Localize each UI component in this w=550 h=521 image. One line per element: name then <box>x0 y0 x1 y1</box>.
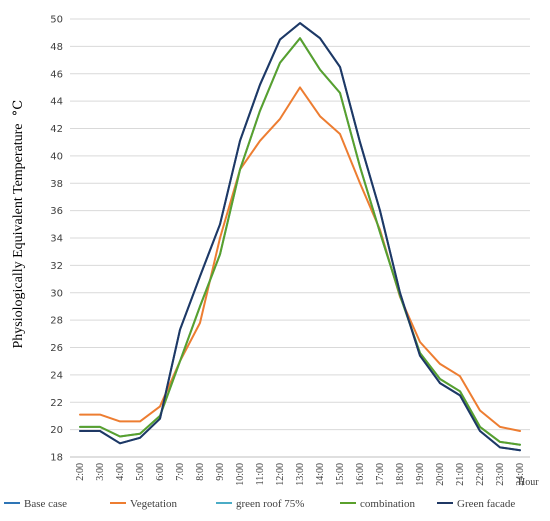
x-tick-label: 13:00 <box>295 463 306 486</box>
y-tick-label: 46 <box>50 69 63 80</box>
x-tick-label: 2:00 <box>75 463 86 481</box>
y-axis-ticks: 18 20 22 24 26 28 30 32 34 36 38 40 42 44 46 48 50 <box>50 15 63 464</box>
x-tick-label: 7:00 <box>175 463 186 481</box>
x-tick-label: 23:00 <box>495 463 506 486</box>
series-line-combination <box>79 37 521 446</box>
y-tick-label: 22 <box>50 398 63 409</box>
legend-label: Green facade <box>457 498 515 510</box>
x-tick-label: 8:00 <box>195 463 206 481</box>
y-tick-label: 18 <box>50 453 63 464</box>
x-tick-label: 5:00 <box>135 463 146 481</box>
y-tick-label: 36 <box>50 206 63 217</box>
x-tick-label: 11:00 <box>255 463 266 485</box>
x-tick-label: 16:00 <box>355 463 366 486</box>
grid-lines <box>70 18 530 458</box>
y-tick-label: 34 <box>50 234 63 245</box>
y-tick-label: 26 <box>50 343 63 354</box>
x-tick-label: 22:00 <box>475 463 486 486</box>
y-tick-label: 50 <box>50 15 63 26</box>
y-axis-title: Physiologically Equivalent Temperature <box>11 123 26 348</box>
x-axis-ticks: 2:00 3:00 4:00 5:00 6:00 7:00 8:00 9:00 10:00 11:… <box>75 463 526 486</box>
legend-label: green roof 75% <box>236 498 304 510</box>
y-axis-unit: °C <box>11 100 26 117</box>
y-tick-label: 32 <box>50 261 63 272</box>
x-tick-label: 10:00 <box>235 463 246 486</box>
y-tick-label: 30 <box>50 288 63 299</box>
x-tick-label: 19:00 <box>415 463 426 486</box>
x-tick-label: 24:00 <box>515 463 526 486</box>
x-tick-label: 4:00 <box>115 463 126 481</box>
x-tick-label: 18:00 <box>395 463 406 486</box>
x-tick-label: 15:00 <box>335 463 346 486</box>
x-tick-label: 6:00 <box>155 463 166 481</box>
x-tick-label: 9:00 <box>215 463 226 481</box>
x-tick-label: 21:00 <box>455 463 466 486</box>
legend: Base case Vegetation green roof 75% combina… <box>4 498 515 510</box>
y-tick-label: 24 <box>50 370 63 381</box>
x-tick-label: 3:00 <box>95 463 106 481</box>
y-tick-label: 42 <box>50 124 63 135</box>
x-tick-label: 20:00 <box>435 463 446 486</box>
y-tick-label: 44 <box>50 97 63 108</box>
y-tick-label: 38 <box>50 179 63 190</box>
legend-label: Base case <box>24 498 67 510</box>
series-line-green-facade <box>79 22 521 452</box>
x-axis-title: Hour <box>518 477 539 488</box>
series-line-vegetation <box>79 86 521 432</box>
y-tick-label: 28 <box>50 316 63 327</box>
y-tick-label: 20 <box>50 425 63 436</box>
x-tick-label: 14:00 <box>315 463 326 486</box>
y-tick-label: 48 <box>50 42 63 53</box>
y-tick-label: 40 <box>50 151 63 162</box>
series-line-green-roof-75- <box>79 37 521 446</box>
x-tick-label: 17:00 <box>375 463 386 486</box>
legend-label: Vegetation <box>130 498 178 510</box>
legend-label: combination <box>360 498 415 510</box>
series-lines <box>79 22 521 452</box>
x-tick-label: 12:00 <box>275 463 286 486</box>
